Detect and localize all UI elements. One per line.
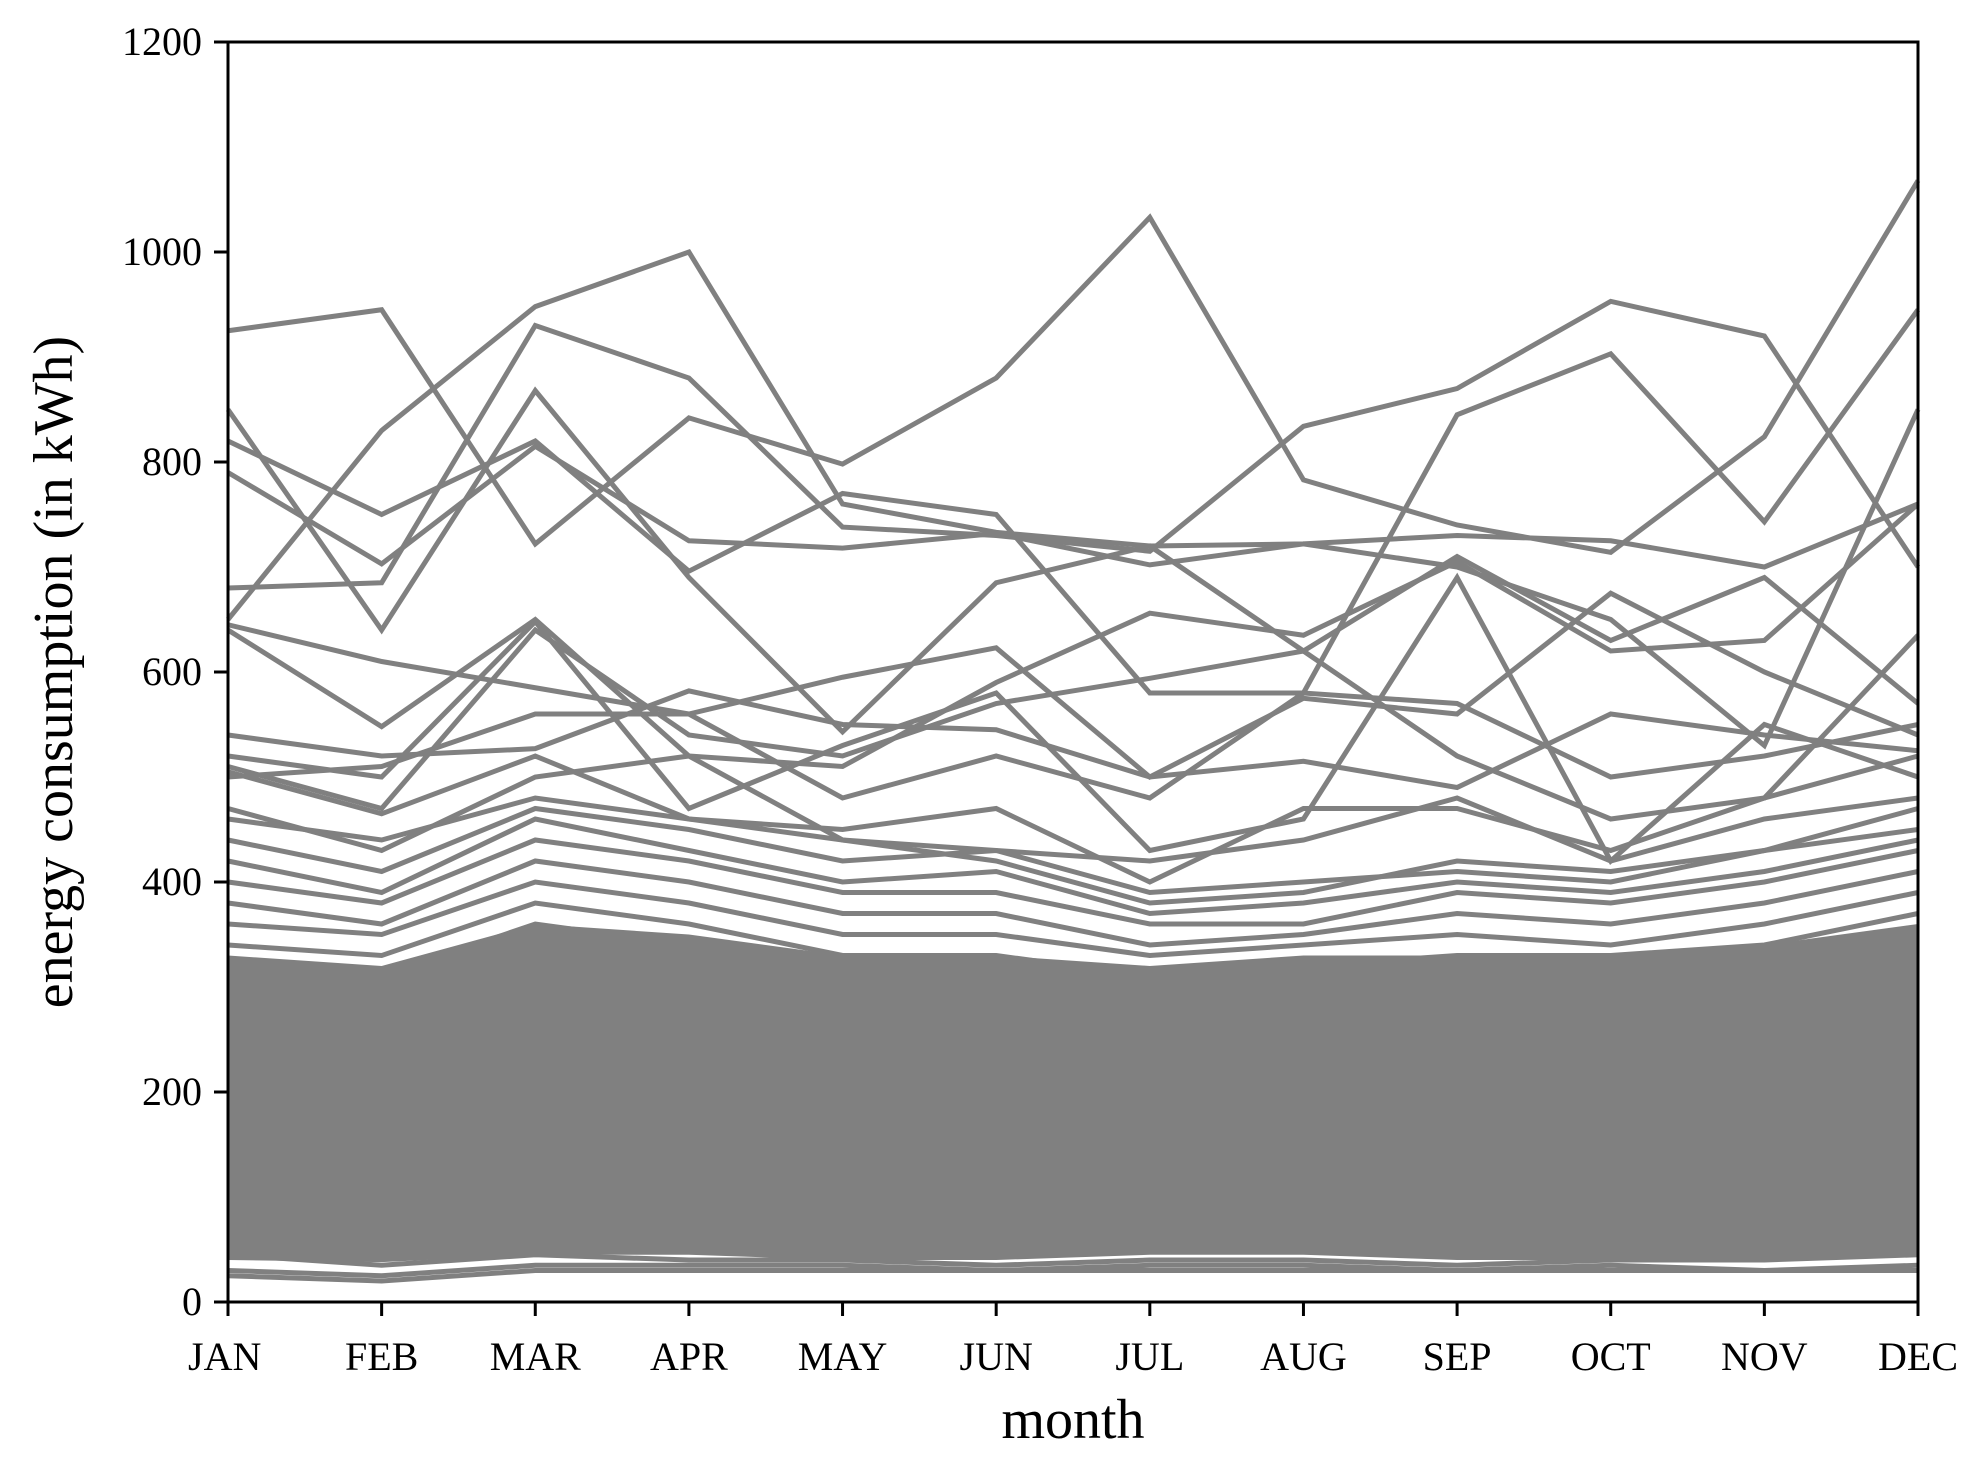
series-line-25 (227, 984, 1919, 1064)
series-line-36 (227, 1252, 1919, 1268)
x-tick-label: MAR (490, 1334, 581, 1379)
series-line-26 (227, 1005, 1919, 1085)
series-line-34 (227, 1173, 1919, 1237)
series-line-38 (227, 1268, 1918, 1284)
series-line-21 (227, 900, 1919, 980)
x-axis-label: month (1001, 1389, 1144, 1451)
y-tick-label: 200 (142, 1069, 202, 1114)
series-line-17 (227, 816, 1919, 917)
y-tick-label: 0 (182, 1279, 202, 1324)
x-tick-label: OCT (1571, 1334, 1651, 1379)
y-tick-label: 1000 (122, 229, 202, 274)
series-line-31 (227, 1110, 1919, 1190)
series-line-1 (227, 179, 1921, 555)
series-line-6 (226, 408, 1921, 750)
y-tick-label: 800 (142, 439, 202, 484)
series-line-5 (225, 386, 1920, 736)
y-tick-label: 400 (142, 859, 202, 904)
series-line-4 (226, 308, 1921, 696)
series-line-29 (227, 1068, 1919, 1148)
series-line-9 (227, 688, 1919, 791)
series-line-19 (227, 858, 1919, 948)
series-line-18 (227, 837, 1919, 927)
series-line-30 (227, 1089, 1919, 1169)
series-line-15 (227, 795, 1919, 906)
series-line-23 (227, 942, 1919, 1022)
y-axis-label: energy consumption (in kWh) (23, 336, 85, 1008)
x-tick-label: NOV (1721, 1334, 1808, 1379)
y-tick-label: 600 (142, 649, 202, 694)
series-line-32 (227, 1131, 1919, 1211)
x-axis-ticks: JAN FEB MAR APR MAY JUN JUL AUG SEP OCT NOV DEC (188, 1302, 1958, 1379)
series-line-37 (227, 1262, 1919, 1279)
series-line-22 (227, 921, 1919, 1001)
x-tick-label: AUG (1260, 1334, 1347, 1379)
series-line-3 (227, 298, 1921, 591)
x-tick-label: MAY (798, 1334, 888, 1379)
y-tick-label: 1200 (122, 19, 202, 64)
series-line-24 (227, 963, 1919, 1043)
series-lines-layer (225, 179, 1921, 1284)
series-line-28 (227, 1047, 1919, 1127)
series-line-10 (227, 572, 1919, 865)
series-line-11 (227, 626, 1920, 822)
x-tick-label: FEB (345, 1334, 418, 1379)
x-tick-label: JAN (188, 1334, 261, 1379)
series-line-14 (227, 753, 1919, 864)
series-line-13 (227, 753, 1919, 885)
series-line-33 (227, 1152, 1919, 1226)
x-tick-label: APR (650, 1334, 728, 1379)
x-tick-label: JUN (960, 1334, 1033, 1379)
y-axis-ticks: 0 200 400 600 800 1000 1200 (122, 19, 228, 1324)
series-line-12 (227, 690, 1919, 801)
series-line-8 (226, 502, 1920, 770)
series-line-7 (227, 590, 1919, 780)
series-line-2 (226, 248, 1919, 622)
series-line-27 (227, 1026, 1919, 1106)
x-tick-label: DEC (1878, 1334, 1958, 1379)
series-line-20 (227, 879, 1919, 959)
series-line-16 (227, 805, 1919, 896)
x-tick-label: SEP (1423, 1334, 1492, 1379)
x-tick-label: JUL (1115, 1334, 1184, 1379)
series-line-35 (227, 1215, 1919, 1253)
